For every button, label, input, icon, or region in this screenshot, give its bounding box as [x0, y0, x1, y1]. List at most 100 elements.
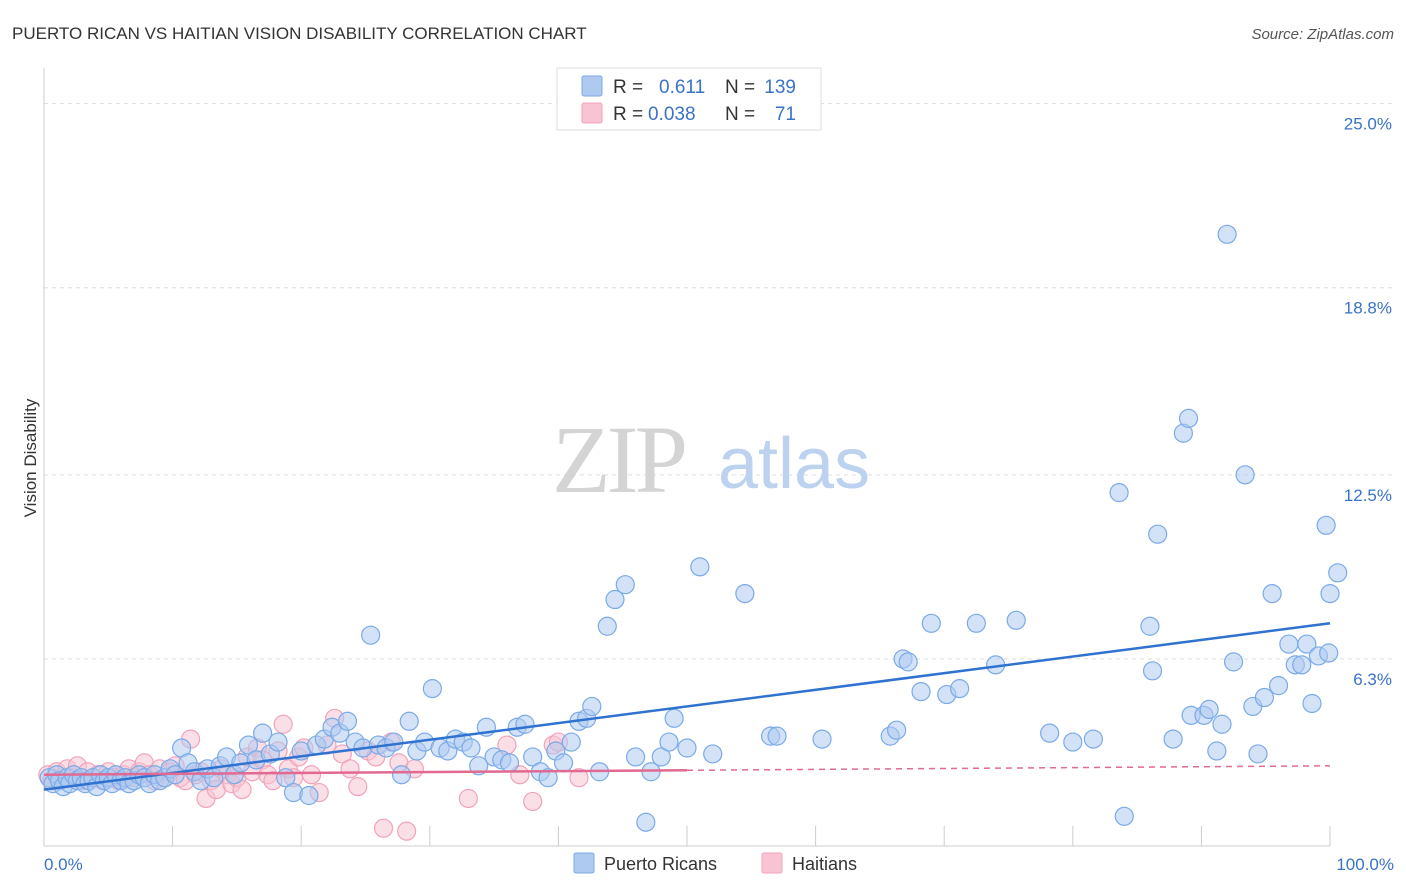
puerto-rican-point-99	[703, 744, 723, 764]
puerto-rican-point-114	[1006, 610, 1026, 630]
puerto-rican-point-78	[523, 747, 543, 767]
series-legend-swatch-haitians	[761, 852, 783, 874]
haitian-point-63	[397, 821, 417, 841]
series-legend: Puerto Ricans Haitians	[573, 852, 857, 874]
legend-n-value-2: 71	[775, 104, 796, 125]
legend-n-label-1: N =	[725, 77, 755, 98]
puerto-rican-point-77	[515, 714, 535, 734]
haitian-point-56	[340, 759, 360, 779]
legend-r-value-2: 0.038	[648, 104, 696, 125]
puerto-rican-point-103	[812, 729, 832, 749]
puerto-rican-point-97	[677, 738, 697, 758]
y-axis-ticks: 6.3% 12.5% 18.8% 25.0%	[1344, 115, 1392, 689]
y-tick-label-0: 6.3%	[1353, 670, 1392, 689]
legend-n-value-1: 139	[764, 77, 796, 98]
puerto-rican-point-118	[1109, 483, 1129, 503]
puerto-rican-point-129	[1207, 741, 1227, 761]
puerto-rican-point-142	[1297, 634, 1317, 654]
watermark-zip: ZIP	[552, 406, 685, 513]
puerto-rican-point-86	[582, 696, 602, 717]
puerto-rican-point-88	[597, 616, 617, 636]
puerto-rican-point-65	[422, 679, 442, 699]
puerto-rican-point-115	[1040, 723, 1060, 743]
trend-line-puerto-ricans	[43, 622, 1331, 791]
x-tick-label-1: 100.0%	[1336, 855, 1394, 874]
puerto-rican-point-96	[664, 708, 684, 728]
puerto-rican-point-82	[553, 753, 574, 773]
puerto-rican-point-71	[469, 756, 489, 776]
gridlines	[44, 103, 1392, 660]
puerto-rican-point-136	[1254, 687, 1275, 708]
puerto-rican-point-43	[253, 723, 273, 743]
puerto-rican-point-75	[499, 753, 520, 773]
puerto-rican-point-147	[1328, 563, 1348, 583]
haitian-point-65	[458, 788, 478, 809]
watermark: ZIP atlas	[552, 406, 870, 513]
haitian-point-71	[569, 768, 589, 788]
puerto-rican-point-119	[1114, 806, 1134, 826]
puerto-rican-point-41	[238, 735, 259, 755]
legend-swatch-haitians	[581, 102, 603, 124]
puerto-rican-point-146	[1320, 583, 1340, 604]
puerto-rican-point-116	[1063, 732, 1083, 752]
y-tick-label-1: 12.5%	[1344, 486, 1392, 505]
puerto-rican-point-90	[615, 575, 635, 595]
puerto-rican-point-148	[1319, 643, 1339, 663]
puerto-rican-point-122	[1148, 524, 1168, 544]
haitian-point-68	[523, 791, 543, 812]
puerto-rican-point-54	[337, 711, 358, 731]
puerto-rican-point-107	[898, 652, 918, 672]
trend-line-haitians	[43, 769, 688, 776]
puerto-rican-point-117	[1083, 729, 1103, 749]
y-tick-label-3: 25.0%	[1344, 115, 1392, 134]
puerto-rican-point-100	[735, 583, 755, 604]
puerto-rican-point-108	[911, 681, 931, 702]
haitian-point-60	[373, 818, 394, 838]
puerto-rican-point-102	[767, 726, 787, 746]
puerto-rican-point-120	[1140, 616, 1160, 636]
puerto-rican-point-70	[461, 738, 481, 758]
x-tick-label-0: 0.0%	[44, 855, 83, 874]
legend-r-label-2: R =	[613, 104, 643, 125]
legend-swatch-puerto-ricans	[581, 75, 603, 97]
legend-r-value-1: 0.611	[659, 77, 705, 98]
legend-n-label-2: N =	[725, 104, 755, 125]
y-tick-label-2: 18.8%	[1344, 299, 1392, 318]
puerto-rican-point-139	[1279, 634, 1299, 654]
puerto-rican-point-57	[361, 625, 381, 645]
puerto-rican-point-109	[921, 613, 941, 633]
puerto-rican-point-93	[636, 812, 656, 832]
puerto-rican-point-111	[950, 679, 970, 699]
puerto-rican-point-94	[651, 747, 671, 767]
puerto-rican-point-128	[1199, 699, 1219, 720]
stats-legend: R = 0.611 N = 139 R = 0.038 N = 71	[556, 67, 822, 131]
puerto-rican-point-89	[605, 589, 625, 610]
puerto-rican-point-61	[391, 765, 412, 785]
haitian-point-57	[348, 777, 368, 797]
series-legend-label-haitians: Haitians	[792, 854, 857, 874]
puerto-rican-point-83	[561, 732, 581, 752]
puerto-rican-point-125	[1178, 408, 1199, 428]
haitian-point-38	[232, 779, 252, 800]
puerto-rican-point-112	[966, 613, 986, 633]
chart-source: Source: ZipAtlas.com	[1251, 26, 1394, 43]
puerto-rican-point-123	[1163, 729, 1183, 749]
puerto-rican-point-60	[384, 732, 404, 752]
haitian-point-46	[273, 714, 293, 734]
puerto-rican-point-91	[625, 747, 646, 767]
chart-title: PUERTO RICAN VS HAITIAN VISION DISABILIT…	[12, 24, 587, 43]
puerto-rican-point-45	[268, 732, 288, 752]
watermark-atlas: atlas	[718, 424, 870, 504]
puerto-rican-point-138	[1268, 676, 1289, 696]
puerto-rican-point-121	[1142, 661, 1163, 681]
puerto-rican-point-141	[1292, 655, 1312, 675]
puerto-rican-point-47	[283, 782, 304, 803]
puerto-rican-point-131	[1217, 224, 1237, 244]
puerto-rican-point-80	[538, 768, 558, 788]
puerto-rican-point-133	[1235, 465, 1255, 485]
legend-r-label-1: R =	[613, 77, 643, 98]
puerto-rican-point-137	[1262, 583, 1282, 604]
puerto-rican-point-145	[1316, 515, 1336, 535]
puerto-rican-point-143	[1302, 693, 1322, 714]
series-puerto-ricans	[39, 224, 1348, 832]
